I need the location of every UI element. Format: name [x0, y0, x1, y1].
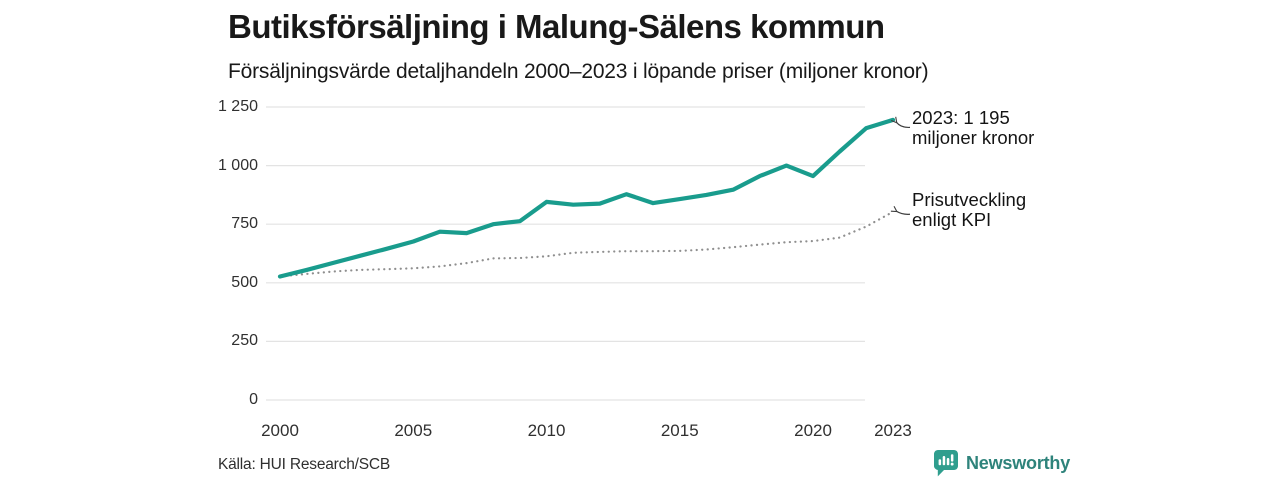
- x-tick-label: 2010: [527, 421, 566, 440]
- y-tick-label: 0: [249, 391, 258, 408]
- x-tick-label: 2000: [261, 421, 299, 440]
- brand-name: Newsworthy: [966, 452, 1071, 473]
- x-tick-label: 2005: [394, 421, 433, 440]
- annotation-line: miljoner kronor: [912, 127, 1035, 148]
- annotation-line: enligt KPI: [912, 209, 992, 230]
- series-group: [277, 117, 896, 279]
- annotation-line: 2023: 1 195: [912, 107, 1010, 128]
- y-tick-label: 250: [231, 332, 258, 350]
- annotation-arrows: [897, 122, 911, 215]
- gridlines: [266, 106, 865, 401]
- chart-title: Butiksförsäljning i Malung-Sälens kommun: [228, 8, 885, 45]
- source-note: Källa: HUI Research/SCB: [218, 456, 390, 473]
- annotation-kpi: Prisutveckling enligt KPI: [912, 190, 1026, 230]
- chart-subtitle: Försäljningsvärde detaljhandeln 2000–202…: [228, 60, 929, 83]
- annotation-arrow: [897, 211, 911, 215]
- annotation-line: Prisutveckling: [912, 189, 1027, 210]
- annotation-arrow: [897, 122, 911, 129]
- kpi-price-line: [278, 210, 895, 278]
- x-tick-label: 2015: [660, 421, 699, 440]
- y-tick-label: 1 000: [217, 156, 258, 174]
- y-tick-label: 1 250: [217, 98, 258, 115]
- annotation-latest-value: 2023: 1 195 miljoner kronor: [912, 108, 1034, 148]
- x-tick-label: 2020: [794, 421, 832, 440]
- retail-sales-line: [277, 117, 896, 279]
- newsworthy-icon: [934, 450, 958, 477]
- y-tick-label: 500: [231, 273, 258, 291]
- x-tick-label: 2023: [874, 421, 912, 440]
- brand-logo: Newsworthy: [933, 449, 1070, 477]
- y-tick-label: 750: [231, 215, 258, 233]
